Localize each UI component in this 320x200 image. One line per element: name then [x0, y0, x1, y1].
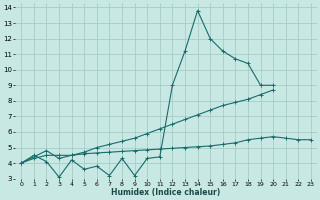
X-axis label: Humidex (Indice chaleur): Humidex (Indice chaleur): [111, 188, 221, 197]
